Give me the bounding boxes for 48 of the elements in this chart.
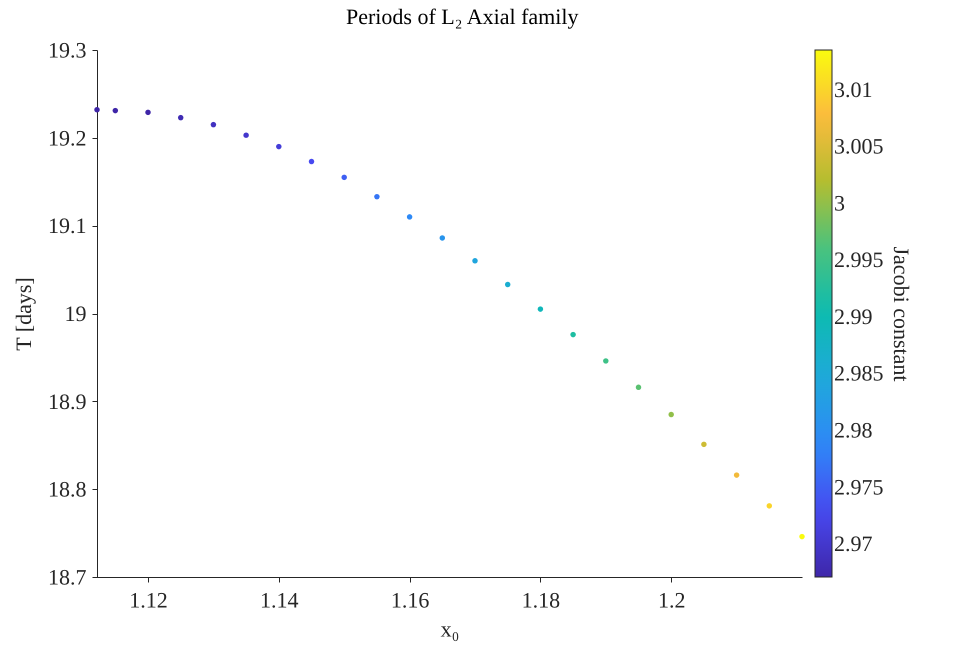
color-bar-label: 3.01	[834, 76, 872, 102]
x-tick-label: 1.18	[522, 588, 560, 612]
y-tick-label: 18.9	[48, 388, 86, 414]
point	[504, 282, 510, 288]
color-bar-label: 2.98	[834, 417, 872, 442]
point	[636, 384, 642, 390]
color-bar-label: 2.985	[834, 360, 884, 386]
point	[94, 106, 100, 112]
x-tick-label: 1.12	[129, 588, 168, 612]
color-bar-title: Jacobi constant	[889, 246, 914, 382]
x-tick-label: 1.16	[390, 588, 430, 612]
color-bar-label: 3.005	[834, 134, 884, 159]
color-bar-label: 3	[834, 190, 845, 216]
point	[308, 158, 314, 164]
color-bar-label: 2.975	[834, 474, 884, 500]
chart-title: Periods of L₂ Axial family	[346, 4, 579, 29]
point	[112, 108, 118, 114]
point	[276, 144, 282, 150]
point	[374, 194, 380, 200]
point	[570, 332, 576, 338]
point	[440, 235, 446, 241]
y-tick-label: 18.8	[48, 476, 86, 502]
point	[406, 214, 412, 220]
point	[734, 472, 740, 478]
y-axis-title: T [days]	[11, 277, 36, 351]
point	[341, 174, 347, 180]
point	[210, 122, 216, 128]
x-tick-label: 1.14	[260, 588, 299, 612]
x-axis-title: x₀	[440, 616, 460, 642]
y-tick-label: 18.7	[48, 564, 86, 590]
y-tick-label: 19.1	[48, 213, 86, 238]
point	[538, 306, 544, 312]
point	[668, 412, 674, 418]
y-tick-label: 19	[64, 301, 86, 326]
point	[145, 110, 151, 116]
color-bar-label: 2.995	[834, 247, 884, 272]
y-tick-label: 19.3	[48, 38, 86, 62]
point	[603, 358, 609, 364]
x-tick-label: 1.2	[658, 588, 686, 612]
point	[701, 442, 707, 448]
point	[472, 258, 478, 264]
color-bar-label: 2.97	[834, 531, 872, 556]
point	[766, 503, 772, 509]
point	[243, 132, 249, 138]
point	[178, 114, 184, 120]
point	[799, 534, 805, 540]
y-tick-label: 19.2	[48, 125, 86, 150]
color-bar-label: 2.99	[834, 304, 872, 329]
